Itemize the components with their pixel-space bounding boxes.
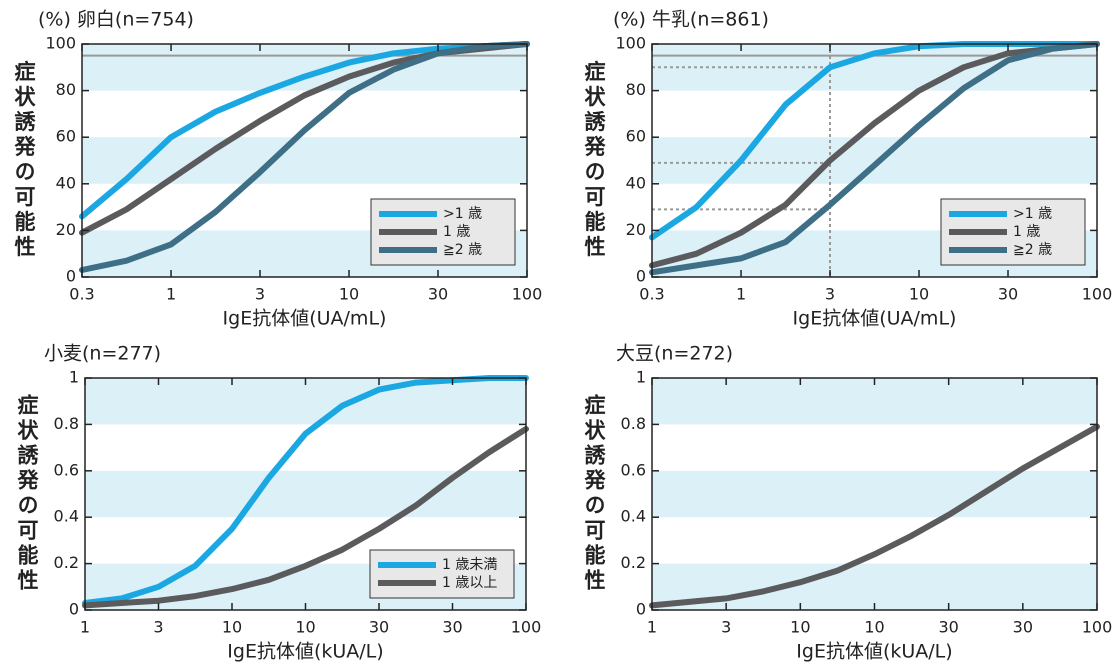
series-line xyxy=(649,41,1100,269)
x-tick-label: 10 xyxy=(909,285,929,304)
x-axis-title: IgE抗体値(kUA/L) xyxy=(227,641,383,663)
legend-label: ≧2 歳 xyxy=(1013,242,1052,258)
y-tick-label: 60 xyxy=(626,127,646,146)
x-tick-label: 100 xyxy=(512,285,543,304)
y-tick-label: 60 xyxy=(56,127,76,146)
band xyxy=(85,378,526,425)
x-tick-label: 30 xyxy=(369,618,389,637)
x-axis-title: IgE抗体値(kUA/L) xyxy=(796,641,952,663)
x-tick-label: 3 xyxy=(825,285,835,304)
y-tick-label: 0.6 xyxy=(621,460,646,479)
x-tick-label: 3 xyxy=(153,618,163,637)
x-tick-label: 30 xyxy=(442,618,462,637)
legend-label: 1 歳未満 xyxy=(442,557,497,573)
legend-label: >1 歳 xyxy=(443,206,482,222)
plot-frame xyxy=(81,43,528,278)
legend-label: 1 歳 xyxy=(443,224,470,240)
x-tick-label: 1 xyxy=(736,285,746,304)
y-tick-label: 100 xyxy=(45,34,76,53)
x-tick-label: 1 xyxy=(166,285,176,304)
series-line xyxy=(649,41,1100,276)
x-tick-label: 100 xyxy=(1082,285,1113,304)
y-axis-title: 症状誘発の可能性 xyxy=(582,60,607,261)
x-axis-title: IgE抗体値(UA/mL) xyxy=(223,308,387,330)
x-tick-label: 3 xyxy=(255,285,265,304)
y-tick-label: 0.8 xyxy=(54,414,79,433)
y-tick-label: 0.4 xyxy=(54,507,79,526)
y-tick-label: 0 xyxy=(636,267,646,286)
y-tick-label: 40 xyxy=(626,173,646,192)
y-tick-label: 1 xyxy=(636,368,646,387)
y-axis-title: 症状誘発の可能性 xyxy=(15,393,40,594)
x-axis-title: IgE抗体値(UA/mL) xyxy=(793,308,957,330)
y-tick-label: 100 xyxy=(615,34,646,53)
band xyxy=(652,470,1097,518)
legend-box xyxy=(369,549,515,599)
x-tick-label: 100 xyxy=(511,618,542,637)
panel: 0 0.2 0.4 0.6 0.8 1 1 3 10 10 30 30 100 大豆(n=272) 症状誘発… xyxy=(582,343,1112,663)
x-tick-label: 100 xyxy=(1082,618,1113,637)
chart-title: (%) 牛乳(n=861) xyxy=(613,9,769,31)
chart-title: (%) 卵白(n=754) xyxy=(38,9,194,31)
y-tick-label: 0 xyxy=(69,600,79,619)
x-tick-label: 1 xyxy=(80,618,90,637)
panel: 0 0.2 0.4 0.6 0.8 1 1 3 10 10 30 30 100 小麦(n=277) 症状誘発… xyxy=(15,343,541,663)
x-tick-label: 3 xyxy=(721,618,731,637)
series-line xyxy=(82,426,529,609)
x-tick-label: 30 xyxy=(1013,618,1033,637)
y-axis-title: 症状誘発の可能性 xyxy=(12,60,37,261)
legend-label: 1 歳 xyxy=(1013,224,1040,240)
x-tick-label: 10 xyxy=(864,618,884,637)
series-line xyxy=(79,41,530,220)
y-tick-label: 80 xyxy=(56,80,76,99)
y-tick-label: 0.2 xyxy=(621,553,646,572)
plot-frame xyxy=(651,43,1098,278)
x-tick-label: 1 xyxy=(647,618,657,637)
legend-label: >1 歳 xyxy=(1013,206,1052,222)
y-tick-label: 80 xyxy=(626,80,646,99)
y-tick-label: 0.8 xyxy=(621,414,646,433)
band xyxy=(652,378,1097,425)
band xyxy=(652,137,1097,184)
band xyxy=(652,563,1097,610)
y-tick-label: 40 xyxy=(56,173,76,192)
y-tick-label: 20 xyxy=(56,220,76,239)
legend-label: 1 歳以上 xyxy=(442,575,497,591)
x-tick-label: 10 xyxy=(295,618,315,637)
panel: 0 20 40 60 80 100 0.3 1 3 10 30 100 (%) 牛乳(n=861) 症状誘… xyxy=(582,9,1112,330)
y-tick-label: 0.4 xyxy=(621,507,646,526)
x-tick-label: 30 xyxy=(428,285,448,304)
y-tick-label: 0 xyxy=(66,267,76,286)
chart-title: 小麦(n=277) xyxy=(44,343,161,365)
x-tick-label: 10 xyxy=(222,618,242,637)
y-tick-label: 1 xyxy=(69,368,79,387)
x-tick-label: 0.3 xyxy=(639,285,664,304)
chart-title: 大豆(n=272) xyxy=(616,343,733,365)
x-tick-label: 10 xyxy=(790,618,810,637)
x-tick-label: 0.3 xyxy=(69,285,94,304)
y-tick-label: 0 xyxy=(636,600,646,619)
x-tick-label: 10 xyxy=(339,285,359,304)
series-line xyxy=(79,41,530,273)
legend-label: ≧2 歳 xyxy=(443,242,482,258)
y-axis-title: 症状誘発の可能性 xyxy=(582,393,607,594)
y-tick-label: 0.2 xyxy=(54,553,79,572)
band xyxy=(85,470,526,518)
x-tick-label: 30 xyxy=(938,618,958,637)
band xyxy=(82,137,527,184)
y-tick-label: 20 xyxy=(626,220,646,239)
y-tick-label: 0.6 xyxy=(54,460,79,479)
series-line xyxy=(649,423,1100,609)
x-tick-label: 30 xyxy=(998,285,1018,304)
panel: 0 20 40 60 80 100 0.3 1 3 10 30 100 (%) 卵白(n=754) 症状誘… xyxy=(12,9,542,330)
